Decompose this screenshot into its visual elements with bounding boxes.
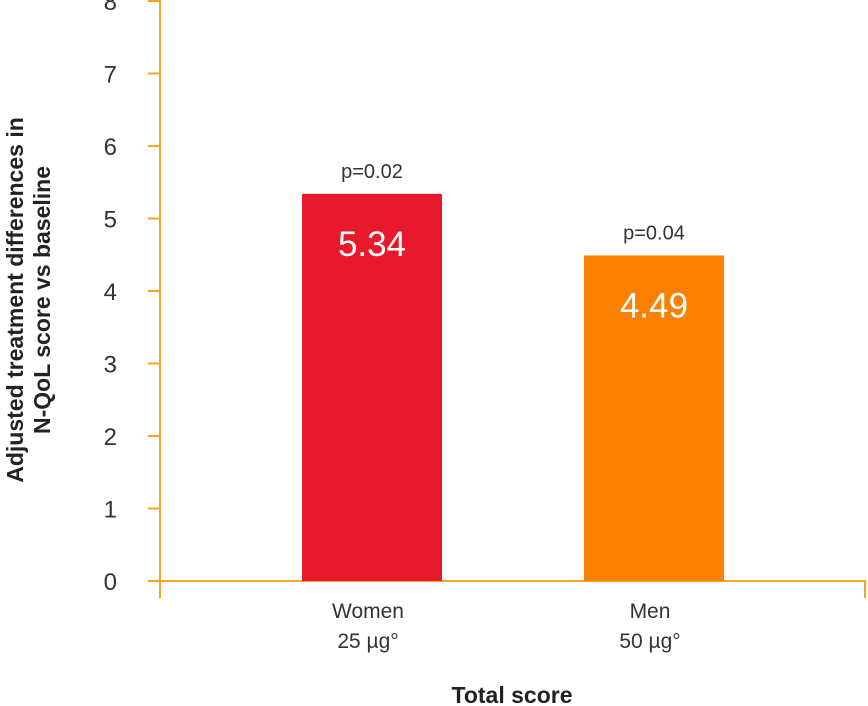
category-label-2-line-1: Men <box>630 600 671 623</box>
x-axis-title: Total score <box>452 682 573 706</box>
p-value-label-1: p=0.02 <box>341 161 403 183</box>
y-tick-label-3: 3 <box>104 352 117 379</box>
category-label-2-line-2: 50 µg° <box>619 630 680 653</box>
category-label-1-line-2: 25 µg° <box>337 630 398 653</box>
y-tick-label-1: 1 <box>104 497 117 524</box>
y-tick-label-8: 8 <box>104 0 117 16</box>
y-axis-title-line-2: N-QoL score vs baseline <box>29 166 55 434</box>
y-tick-label-2: 2 <box>104 424 117 451</box>
y-axis-title: Adjusted treatment differences in N-QoL … <box>2 117 55 483</box>
y-tick-label-7: 7 <box>104 62 117 89</box>
y-tick-label-0: 0 <box>104 569 117 596</box>
y-tick-label-5: 5 <box>104 207 117 234</box>
bar-1 <box>302 193 442 581</box>
bar-value-label-1: 5.34 <box>338 225 406 264</box>
bar-value-label-2: 4.49 <box>620 286 688 325</box>
category-label-1-line-1: Women <box>332 600 404 623</box>
y-tick-label-6: 6 <box>104 134 117 161</box>
y-axis-title-line-1: Adjusted treatment differences in <box>2 117 28 483</box>
y-tick-label-4: 4 <box>104 279 117 306</box>
plot-area: 0 1 2 3 4 5 6 7 8 5.34 p=0.02 Women 25 µg° 4.49 p=0.04… <box>104 0 866 653</box>
p-value-label-2: p=0.04 <box>623 222 685 244</box>
bar-2 <box>584 255 724 581</box>
